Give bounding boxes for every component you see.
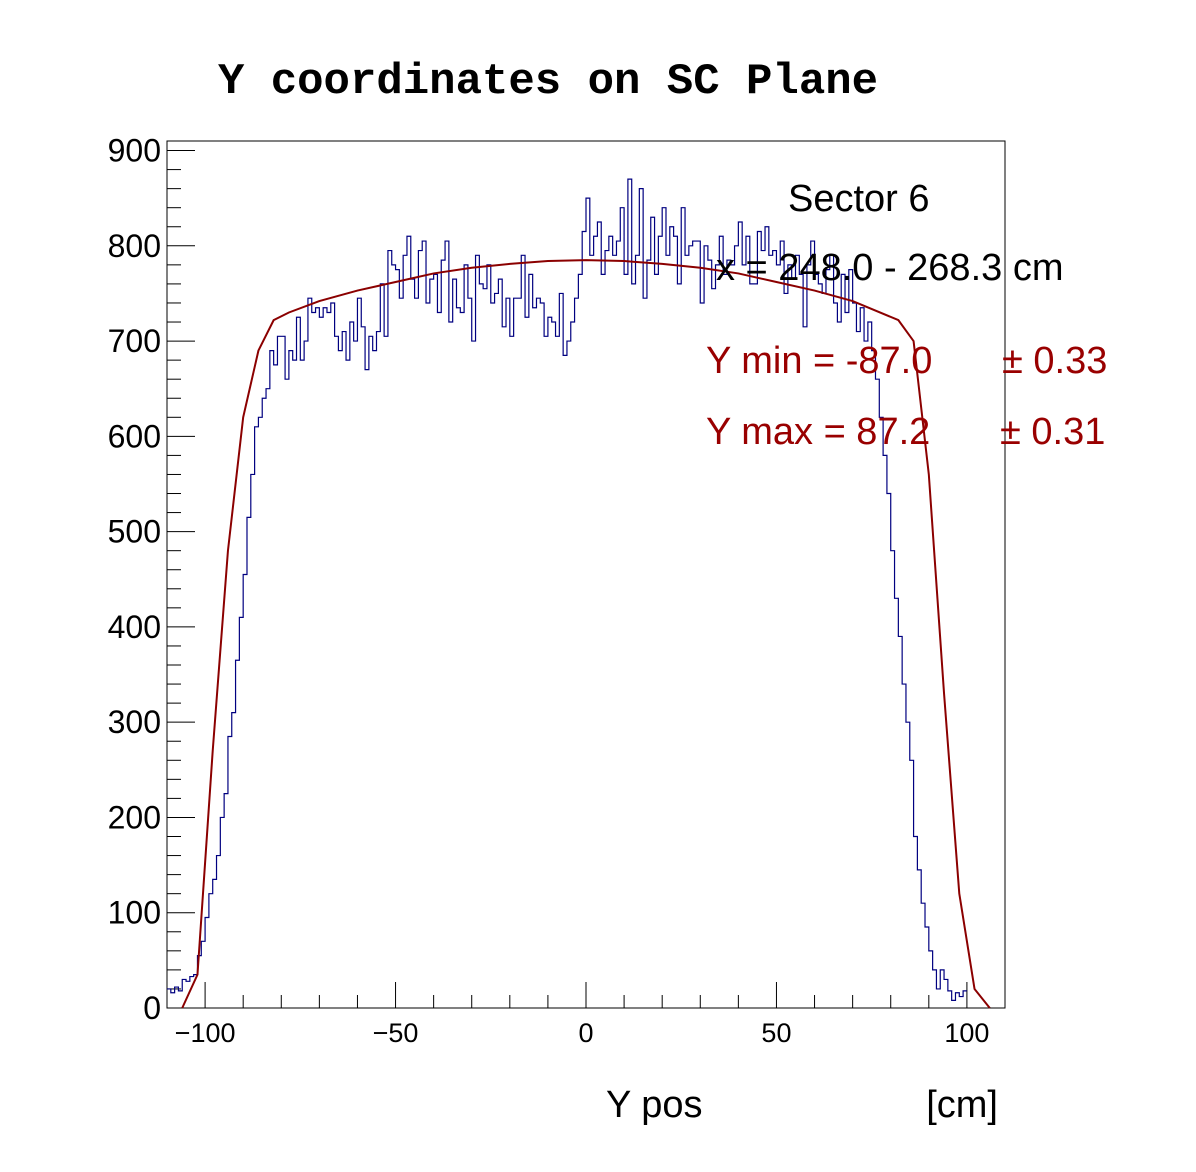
ymax-error: ± 0.31 [1000,411,1105,453]
chart-title: Y coordinates on SC Plane [218,57,878,107]
x-tick-label: −50 [373,1018,419,1048]
x-tick-label: 0 [578,1018,593,1048]
fit-curve-series [181,259,991,1009]
y-tick-label: 0 [143,990,161,1026]
y-tick-label: 100 [108,895,161,931]
x-tick-label: 50 [761,1018,791,1048]
x-tick-label: 100 [944,1018,989,1048]
y-tick-label: 400 [108,609,161,645]
y-tick-label: 700 [108,323,161,359]
x-axis: −100 −50 0 50 100 [166,982,1006,1048]
y-tick-label: 200 [108,799,161,835]
ymin-label: Y min = -87.0 [706,340,932,382]
y-tick-label: 900 [108,133,161,169]
y-tick-label: 300 [108,704,161,740]
x-tick-label: −100 [175,1018,236,1048]
y-tick-label: 600 [108,418,161,454]
ymin-error: ± 0.33 [1002,340,1107,382]
x-axis-title: Y pos [606,1084,702,1126]
y-tick-label: 500 [108,514,161,550]
x-axis-unit: [cm] [926,1084,998,1126]
y-axis: 0 100 200 300 400 500 600 700 800 900 [108,133,195,1026]
sector-label: Sector 6 [788,178,930,220]
x-range-label: x = 248.0 - 268.3 cm [716,247,1063,289]
ymax-label: Y max = 87.2 [706,411,930,453]
y-tick-label: 800 [108,228,161,264]
